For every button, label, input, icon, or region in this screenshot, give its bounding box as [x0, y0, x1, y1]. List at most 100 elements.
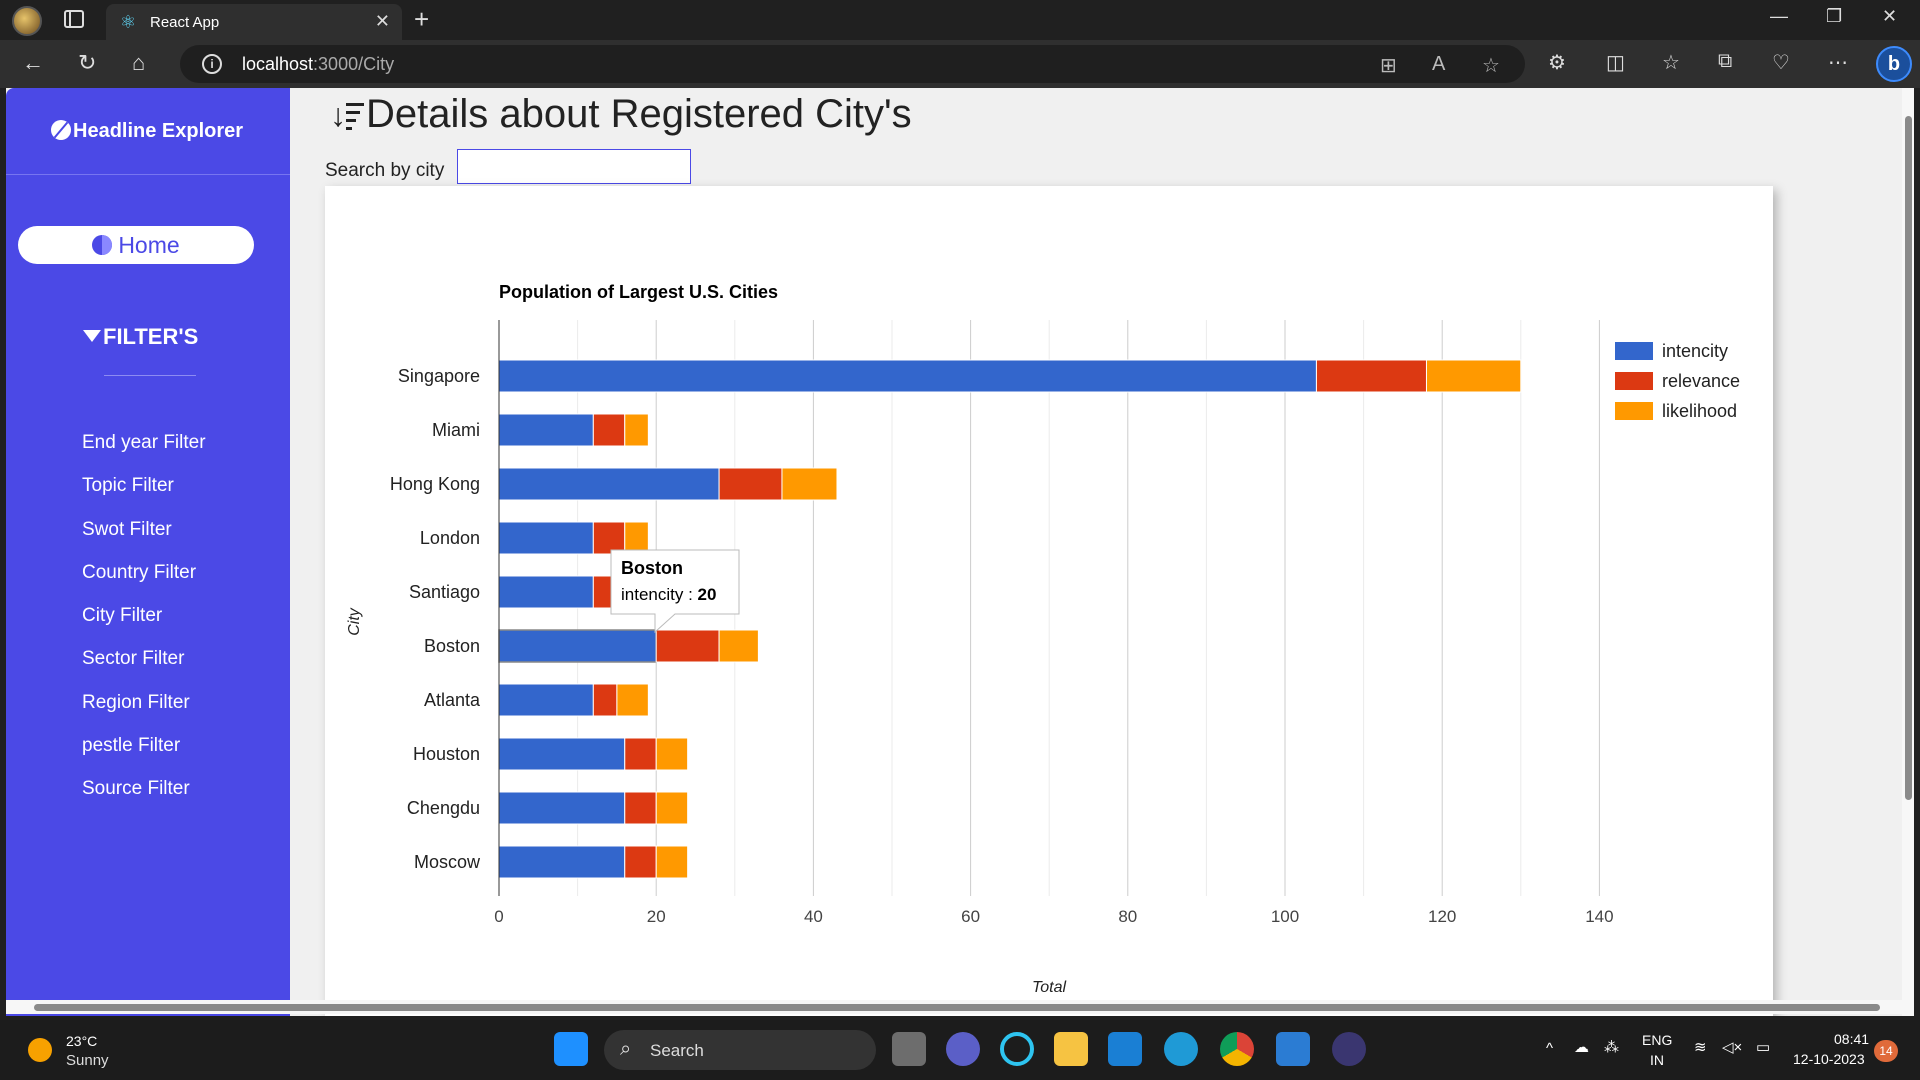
bar-segment — [498, 845, 626, 879]
url-text[interactable]: localhost:3000/City — [242, 54, 395, 74]
city-search-input[interactable] — [457, 149, 691, 184]
weather-temp[interactable]: 23°C — [66, 1033, 98, 1049]
browser-essentials-icon[interactable]: ♡ — [1772, 52, 1790, 74]
sun-icon[interactable] — [28, 1038, 52, 1062]
vertical-scrollbar[interactable] — [1902, 88, 1914, 1016]
bar-segment — [624, 845, 657, 879]
battery-icon[interactable]: ▭ — [1756, 1039, 1771, 1056]
vscode-icon[interactable] — [1276, 1032, 1310, 1066]
task-view-icon[interactable] — [892, 1032, 926, 1066]
bar-segment — [624, 737, 657, 771]
bar-segment — [655, 845, 689, 879]
chevron-up-icon[interactable]: ^ — [1546, 1040, 1554, 1057]
collections-icon[interactable]: ⧉ — [1718, 50, 1733, 72]
sidebar-item-country[interactable]: Country Filter — [82, 562, 197, 583]
cortana-icon[interactable] — [1000, 1032, 1034, 1066]
sidebar-item-end-year[interactable]: End year Filter — [82, 432, 206, 453]
bar-segment — [498, 737, 626, 771]
clock-time[interactable]: 08:41 — [1834, 1031, 1870, 1047]
bar-segment — [624, 521, 649, 555]
start-windows-icon[interactable] — [554, 1032, 588, 1066]
tooltip-series-label: intencity : 20 — [621, 585, 716, 604]
read-aloud-icon[interactable]: A — [1432, 53, 1446, 75]
sidebar-item-city[interactable]: City Filter — [82, 605, 163, 626]
app-available-icon[interactable]: ⊞ — [1380, 55, 1397, 77]
mail-icon[interactable] — [1108, 1032, 1142, 1066]
bar-segment — [498, 359, 1317, 393]
app-tray-icon[interactable]: ⁂ — [1604, 1039, 1619, 1056]
extensions-icon[interactable]: ⚙ — [1548, 52, 1566, 74]
notification-count-badge[interactable]: 14 — [1874, 1040, 1898, 1062]
x-tick-label: 80 — [1118, 907, 1137, 926]
more-menu-icon[interactable]: ⋯ — [1828, 52, 1848, 74]
refresh-icon[interactable]: ↻ — [78, 50, 97, 75]
taskbar: 23°C Sunny ⌕ Search ^ ☁ ⁂ ENG IN ≋ ◁× ▭ … — [0, 1020, 1920, 1080]
favorites-icon[interactable]: ☆ — [1662, 52, 1680, 74]
sidebar: Headline Explorer Home FILTER'S End year… — [6, 88, 290, 1016]
chrome-icon[interactable] — [1220, 1032, 1254, 1066]
legend-label: relevance — [1662, 371, 1740, 391]
y-tick-label: Singapore — [398, 366, 480, 386]
y-tick-label: Chengdu — [407, 798, 480, 818]
minimize-icon[interactable]: — — [1770, 6, 1788, 26]
sidebar-item-region[interactable]: Region Filter — [82, 692, 190, 713]
new-tab-icon[interactable]: + — [414, 4, 430, 34]
edge-icon[interactable] — [1164, 1032, 1198, 1066]
clock-date[interactable]: 12-10-2023 — [1793, 1051, 1865, 1067]
horizontal-scrollbar[interactable] — [6, 1000, 1902, 1014]
bar-segment — [592, 413, 626, 447]
filters-divider — [104, 375, 196, 376]
bar-segment — [616, 683, 649, 717]
sidebar-item-swot[interactable]: Swot Filter — [82, 519, 172, 540]
address-bar[interactable]: i localhost:3000/City ⊞ A ☆ — [180, 45, 1525, 83]
teams-icon[interactable] — [946, 1032, 980, 1066]
x-tick-label: 40 — [804, 907, 823, 926]
wifi-icon[interactable]: ≋ — [1694, 1039, 1707, 1056]
bar-segment — [592, 521, 626, 555]
bar-segment — [498, 575, 594, 609]
back-icon[interactable]: ← — [22, 50, 44, 75]
y-tick-label: Miami — [432, 420, 480, 440]
tab-actions-icon[interactable] — [64, 10, 84, 28]
close-window-icon[interactable]: ✕ — [1882, 6, 1898, 26]
browser-title-bar: ⚛ React App ✕ + — ❐ ✕ — [0, 0, 1920, 40]
site-info-icon[interactable]: i — [202, 54, 222, 74]
language-region[interactable]: IN — [1650, 1052, 1664, 1068]
eclipse-icon[interactable] — [1332, 1032, 1366, 1066]
restore-icon[interactable]: ❐ — [1826, 6, 1843, 26]
browser-tab[interactable]: ⚛ React App ✕ — [106, 4, 402, 40]
onedrive-cloud-icon[interactable]: ☁ — [1574, 1039, 1589, 1056]
file-explorer-icon[interactable] — [1054, 1032, 1088, 1066]
bar-segment — [718, 629, 759, 663]
vertical-scroll-thumb[interactable] — [1905, 116, 1912, 800]
tab-title: React App — [150, 14, 220, 31]
home-button[interactable]: Home — [18, 226, 254, 264]
tooltip-title: Boston — [621, 558, 683, 578]
legend-swatch — [1615, 342, 1653, 360]
profile-avatar[interactable] — [12, 6, 42, 36]
sidebar-item-source[interactable]: Source Filter — [82, 778, 190, 799]
sidebar-item-topic[interactable]: Topic Filter — [82, 475, 174, 496]
taskbar-search[interactable]: ⌕ Search — [604, 1030, 876, 1070]
sidebar-item-sector[interactable]: Sector Filter — [82, 648, 185, 669]
home-label: Home — [118, 232, 180, 258]
filters-heading: FILTER'S — [83, 324, 198, 350]
sidebar-item-pestle[interactable]: pestle Filter — [82, 735, 181, 756]
language-primary[interactable]: ENG — [1642, 1032, 1673, 1048]
close-tab-icon[interactable]: ✕ — [374, 11, 390, 31]
x-axis-label: Total — [1032, 979, 1067, 996]
bar-segment — [655, 629, 720, 663]
copilot-icon[interactable]: b — [1876, 46, 1912, 82]
weather-condition[interactable]: Sunny — [66, 1052, 109, 1069]
taskbar-search-label: Search — [650, 1041, 704, 1060]
bar-segment — [624, 791, 657, 825]
favorite-star-icon[interactable]: ☆ — [1482, 55, 1500, 77]
home-circle-icon — [92, 235, 113, 255]
volume-muted-icon[interactable]: ◁× — [1722, 1039, 1743, 1056]
horizontal-scroll-thumb[interactable] — [34, 1004, 1880, 1011]
split-screen-icon[interactable]: ◫ — [1606, 52, 1625, 74]
bar-segment — [655, 737, 689, 771]
home-icon[interactable]: ⌂ — [132, 50, 146, 75]
brand[interactable]: Headline Explorer — [51, 120, 243, 143]
x-tick-label: 100 — [1271, 907, 1299, 926]
